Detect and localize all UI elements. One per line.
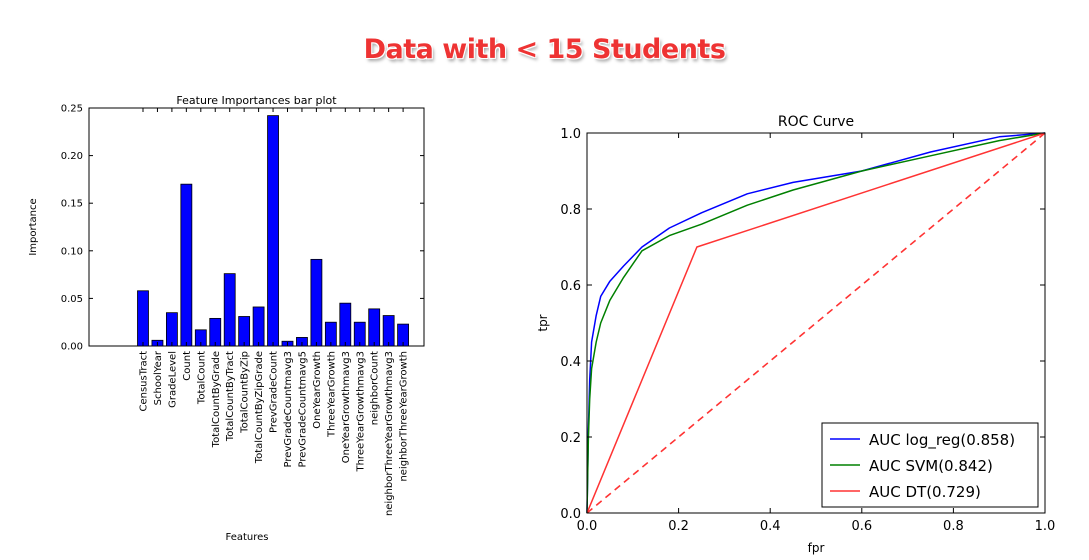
x-tick-label: TotalCountByTract	[225, 351, 236, 442]
x-tick-label: ThreeYearGrowth	[326, 351, 337, 438]
x-tick-label: Count	[182, 351, 193, 381]
roc-chart-title: ROC Curve	[778, 114, 854, 130]
x-tick-label: OneYearGrowth	[312, 351, 323, 429]
x-tick-label: SchoolYear	[153, 350, 164, 405]
y-tick-label: 0.6	[560, 279, 581, 294]
roc-series-line	[586, 132, 1046, 514]
y-tick-label: 0.20	[61, 151, 83, 162]
legend-label: AUC DT(0.729)	[869, 483, 981, 501]
x-tick-label: 0.6	[851, 519, 872, 534]
x-tick-label: neighborThreeYearGrowth	[399, 351, 410, 482]
x-tick-label: TotalCount	[196, 351, 207, 405]
x-tick-label: TotalCountByZip	[240, 351, 251, 434]
x-tick-label: PrevGradeCountmavg3	[283, 351, 294, 468]
legend-label: AUC SVM(0.842)	[869, 457, 993, 475]
roc-plot-frame	[586, 132, 1046, 514]
roc-chart-xlabel: fpr	[808, 541, 825, 555]
x-tick-label: 0.4	[760, 519, 781, 534]
x-tick-label: TotalCountByGrade	[211, 351, 222, 448]
bar-chart-title: Feature Importances bar plot	[176, 94, 337, 107]
y-tick-label: 0.10	[61, 246, 83, 257]
x-tick-label: 1.0	[1035, 519, 1056, 534]
legend-label: AUC log_reg(0.858)	[869, 431, 1015, 450]
y-tick-label: 0.8	[560, 203, 581, 218]
x-tick-label: ThreeYearGrowthmavg3	[355, 351, 366, 473]
x-tick-label: 0.2	[668, 519, 689, 534]
x-tick-label: 0.0	[577, 519, 598, 534]
y-tick-label: 0.25	[61, 104, 83, 115]
x-tick-label: CensusTract	[139, 351, 150, 412]
y-tick-label: 0.2	[560, 431, 581, 446]
x-tick-label: neighborCount	[370, 351, 381, 425]
bar-chart-ylabel: Importance	[28, 198, 39, 255]
roc-series-line	[586, 132, 1046, 514]
diagonal-reference-line	[586, 132, 1046, 514]
x-tick-label: 0.8	[943, 519, 964, 534]
x-tick-label: PrevGradeCountmavg5	[297, 351, 308, 468]
y-tick-label: 0.4	[560, 355, 581, 370]
roc-chart-ylabel: tpr	[536, 314, 550, 331]
x-tick-label: OneYearGrowthmavg3	[341, 351, 352, 463]
y-tick-label: 1.0	[560, 127, 581, 142]
bar-chart-xlabel: Features	[226, 532, 269, 543]
x-tick-label: PrevGradeCount	[269, 351, 280, 433]
roc-series-line	[586, 132, 1046, 514]
y-tick-label: 0.0	[560, 507, 581, 522]
x-tick-label: neighborThreeYearGrowthmavg3	[384, 351, 395, 516]
y-tick-label: 0.15	[61, 199, 83, 210]
headline: Data with < 15 Students	[363, 34, 726, 65]
x-tick-label: GradeLevel	[167, 351, 178, 408]
y-tick-label: 0.00	[61, 342, 83, 353]
y-tick-label: 0.05	[61, 294, 83, 305]
x-tick-label: TotalCountByZipGrade	[254, 351, 265, 464]
